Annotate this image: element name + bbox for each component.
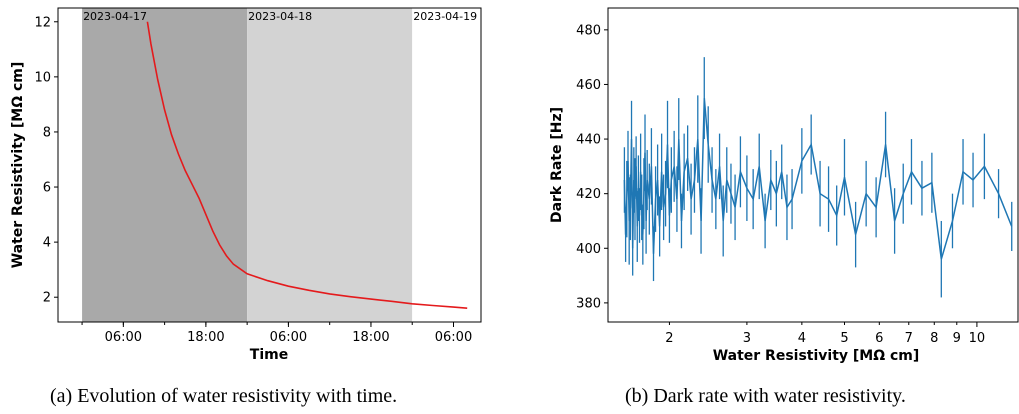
x-tick-label: 3 (743, 331, 751, 346)
x-tick-label: 18:00 (352, 330, 389, 345)
y-tick-label: 480 (576, 23, 601, 38)
x-tick-label: 06:00 (270, 330, 307, 345)
plot-frame (57, 7, 482, 323)
x-axis-title: Water Resistivity [MΩ cm] (713, 348, 920, 364)
y-tick-label: 6 (43, 181, 51, 196)
x-tick-label: 9 (953, 331, 961, 346)
y-tick-label: 420 (576, 187, 601, 202)
x-tick-label: 7 (905, 331, 913, 346)
x-tick-label: 06:00 (435, 330, 472, 345)
x-tick-label: 6 (875, 331, 883, 346)
x-axis-title: Time (250, 347, 288, 363)
y-tick-label: 8 (43, 125, 51, 140)
y-axis-title: Dark Rate [Hz] (549, 107, 565, 223)
caption-b: (b) Dark rate with water resistivity. (625, 385, 906, 407)
y-tick-label: 400 (576, 242, 601, 257)
x-tick-label: 18:00 (187, 330, 224, 345)
day-band-label: 2023-04-17 (83, 10, 147, 23)
plot-frame (607, 7, 1019, 323)
y-tick-label: 12 (34, 15, 51, 30)
x-tick-label: 10 (969, 331, 986, 346)
y-tick-label: 4 (43, 236, 51, 251)
x-tick-label: 5 (840, 331, 848, 346)
y-axis-title: Water Resistivity [MΩ cm] (10, 62, 26, 269)
day-band-label: 2023-04-18 (248, 10, 312, 23)
x-tick-label: 2 (665, 331, 673, 346)
x-tick-label: 4 (798, 331, 806, 346)
caption-a: (a) Evolution of water resistivity with … (50, 385, 398, 407)
dark-rate-vs-resistivity-chart: 380 400 420 440 460 480 2 3 4 5 6 7 8 9 10 Water Resi… (549, 7, 1019, 364)
day-band (82, 8, 248, 322)
y-tick-label: 440 (576, 133, 601, 148)
x-tick-label: 8 (930, 331, 938, 346)
y-tick-label: 2 (43, 291, 51, 306)
y-tick-label: 460 (576, 78, 601, 93)
resistivity-vs-time-chart: 2023-04-17 2023-04-18 2023-04-19 24681012 … (10, 7, 482, 363)
day-band-label: 2023-04-19 (413, 10, 477, 23)
day-band (247, 8, 413, 322)
y-tick-label: 10 (34, 70, 51, 85)
y-tick-label: 380 (576, 296, 601, 311)
dark-rate-series-line (623, 98, 1013, 260)
day-band (412, 8, 481, 322)
resistivity-series-line (146, 21, 468, 309)
x-tick-label: 06:00 (105, 330, 142, 345)
